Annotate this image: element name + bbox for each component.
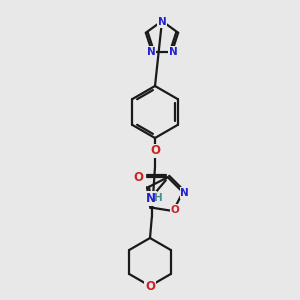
- Text: O: O: [134, 171, 144, 184]
- Text: H: H: [154, 193, 163, 203]
- Text: O: O: [145, 280, 155, 293]
- Text: N: N: [158, 17, 166, 27]
- Text: N: N: [169, 47, 177, 57]
- Text: O: O: [150, 145, 160, 158]
- Text: N: N: [180, 188, 189, 198]
- Text: N: N: [147, 47, 155, 57]
- Text: O: O: [171, 205, 179, 215]
- Text: N: N: [146, 192, 156, 205]
